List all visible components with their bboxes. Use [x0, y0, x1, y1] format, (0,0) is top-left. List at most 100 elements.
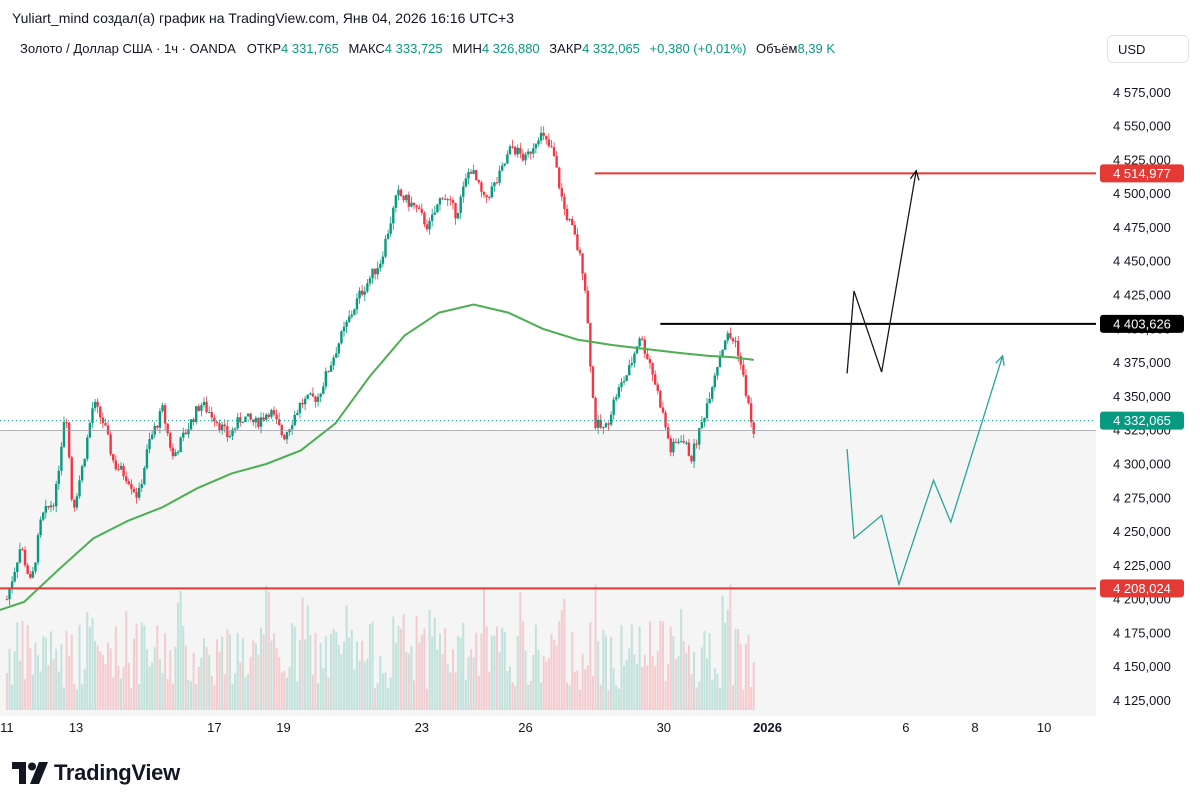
volume-bar — [376, 683, 379, 710]
candle-body — [568, 219, 571, 221]
time-tick-label: 26 — [518, 720, 532, 735]
candle-body — [674, 441, 678, 443]
candle-body — [560, 188, 564, 197]
candle-body — [405, 194, 408, 201]
volume-bar — [288, 667, 291, 710]
candle-body — [373, 268, 377, 275]
volume-bar — [164, 632, 167, 710]
volume-bar — [695, 687, 698, 710]
volume-bar — [431, 636, 434, 710]
open-label: ОТКР — [246, 41, 281, 56]
projection-bullish[interactable] — [846, 170, 917, 374]
volume-bar — [130, 687, 133, 710]
candle-body — [202, 401, 206, 406]
candle-body — [532, 148, 535, 154]
volume-bar — [104, 664, 107, 710]
candle-body — [31, 571, 35, 578]
candle-body — [150, 434, 154, 440]
candle-body — [57, 470, 60, 484]
volume-bar — [724, 622, 727, 710]
volume-bar — [184, 645, 187, 710]
candle-body — [106, 425, 110, 435]
price-tick-label: 4 150,000 — [1113, 659, 1171, 674]
volume-bar — [231, 683, 234, 710]
candle-body — [127, 481, 130, 485]
volume-bar — [744, 643, 747, 710]
volume-bar — [208, 655, 211, 710]
chart-caption: Yuliart_mind создал(а) график на Trading… — [12, 10, 514, 26]
projection-bearish[interactable] — [846, 355, 1004, 587]
volume-bar — [5, 672, 8, 710]
volume-bar — [389, 677, 392, 710]
candle-body — [526, 151, 530, 155]
volume-bar — [122, 666, 125, 710]
volume-bar — [503, 632, 506, 710]
volume-bar — [451, 649, 454, 710]
candle-body — [49, 505, 53, 508]
volume-bar — [363, 661, 366, 710]
range-shade — [0, 430, 1096, 717]
symbol-name[interactable]: Золото / Доллар США · 1ч · OANDA — [20, 41, 236, 56]
volume-bar — [713, 668, 716, 710]
candle-body — [679, 441, 683, 443]
volume-bar — [252, 640, 255, 710]
volume-bar — [24, 679, 27, 710]
volume-bar — [438, 633, 441, 710]
change-value: +0,380 (+0,01%) — [649, 41, 747, 56]
currency-button[interactable]: USD — [1107, 35, 1189, 63]
candle-body — [384, 238, 387, 257]
volume-bar — [55, 648, 58, 710]
volume-bar — [132, 638, 135, 710]
candle-body — [91, 408, 94, 424]
tradingview-logo-icon — [12, 762, 48, 784]
time-axis[interactable]: 11 13 17 19 23 26 30 2026 6 8 10 — [0, 720, 1051, 735]
candle-body — [454, 202, 457, 219]
volume-bar — [205, 646, 208, 710]
candle-body — [309, 393, 312, 395]
volume-bar — [353, 669, 356, 710]
candle-body — [182, 432, 185, 438]
candle-body — [656, 384, 659, 391]
volume-bar — [148, 666, 151, 710]
volume-bar — [597, 641, 600, 710]
price-tick-label: 4 525,000 — [1113, 152, 1171, 167]
price-tick-label: 4 575,000 — [1113, 85, 1171, 100]
volume-bar — [420, 634, 423, 710]
time-tick-label: 10 — [1037, 720, 1051, 735]
candle-body — [319, 393, 322, 397]
candle-body — [464, 178, 468, 187]
price-tick-label: 4 250,000 — [1113, 524, 1171, 539]
projection-arrowhead-bearish — [995, 354, 1005, 366]
volume-bar — [400, 628, 403, 710]
levels[interactable] — [0, 172, 1096, 590]
candle-body — [539, 132, 543, 141]
volume-bar — [358, 660, 361, 710]
volume-bar — [304, 639, 307, 710]
volume-bar — [16, 622, 19, 710]
candle-body — [366, 283, 369, 292]
volume-bar — [711, 679, 714, 710]
volume-bar — [472, 657, 475, 710]
candle-body — [350, 314, 353, 317]
volume-bar — [101, 654, 104, 710]
candle-body — [93, 401, 97, 409]
volume-bar — [314, 633, 317, 710]
low-label: МИН — [452, 41, 482, 56]
projections[interactable] — [846, 169, 1005, 587]
candle-body — [446, 199, 449, 201]
price-tick-label: 4 275,000 — [1113, 490, 1171, 505]
volume-bar — [88, 627, 91, 710]
candle-body — [239, 417, 242, 423]
open-value: 4 331,765 — [281, 41, 339, 56]
volume-bar — [467, 657, 470, 710]
volume-bar — [322, 668, 325, 710]
price-tick-label: 4 475,000 — [1113, 220, 1171, 235]
candle-body — [682, 441, 685, 443]
tradingview-logo[interactable]: TradingView — [12, 760, 180, 786]
candle-body — [664, 412, 667, 428]
candle-body — [449, 199, 452, 201]
time-tick-label: 23 — [415, 720, 429, 735]
volume-bar — [584, 669, 587, 710]
